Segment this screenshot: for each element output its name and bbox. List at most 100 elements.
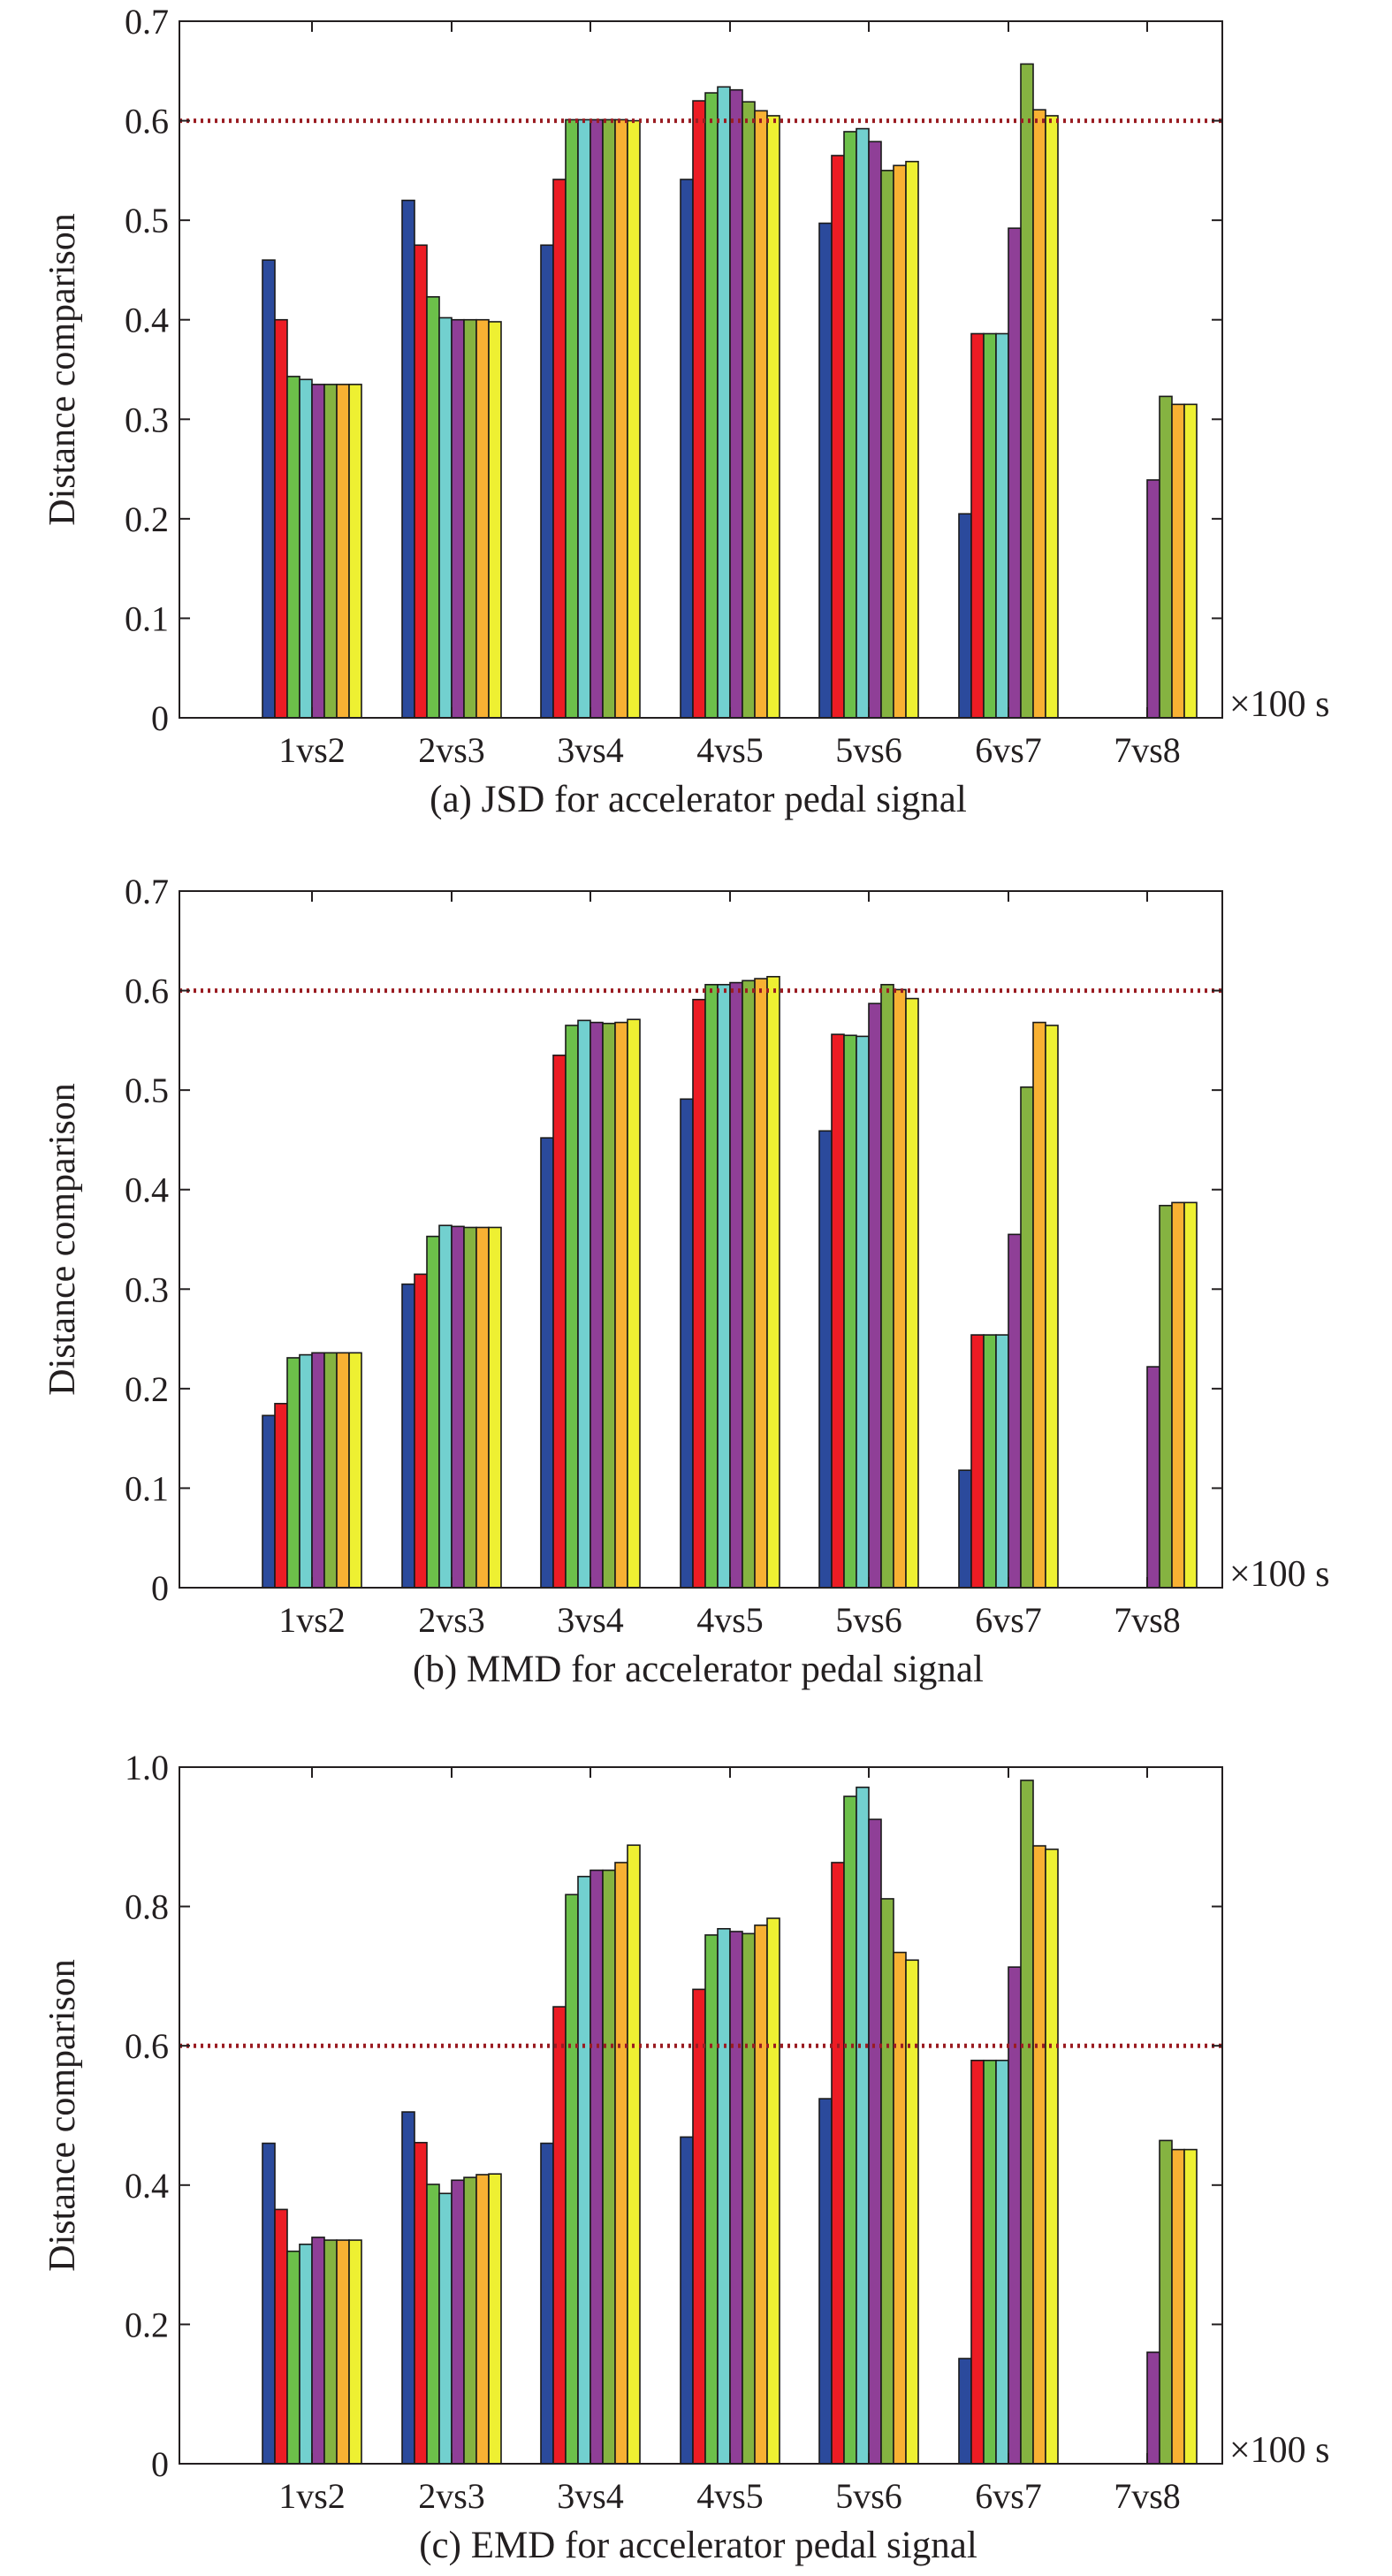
- y-tick-label: 0.7: [125, 2, 169, 42]
- bar-3vs4-1: [540, 2142, 554, 2465]
- bar-2vs3-5: [451, 1225, 465, 1589]
- x-tick-label: 7vs8: [1114, 1600, 1181, 1640]
- bar-1vs2-5: [311, 384, 325, 719]
- bar-1vs2-5: [311, 1352, 325, 1589]
- bar-4vs5-5: [729, 88, 743, 719]
- bar-2vs3-1: [401, 2111, 415, 2465]
- bar-5vs6-6: [880, 170, 894, 719]
- bar-1vs2-4: [299, 378, 313, 719]
- bar-3vs4-1: [540, 1137, 554, 1589]
- bar-3vs4-2: [552, 2006, 567, 2465]
- bar-4vs5-5: [729, 1931, 743, 2465]
- bar-5vs6-8: [905, 160, 919, 719]
- axes-box: [179, 890, 1223, 1589]
- bar-2vs3-8: [488, 321, 502, 719]
- bar-1vs2-3: [286, 376, 300, 719]
- chart-panel-1: 0 0.1 0.2 0.3 0.4 0.5 0.6 0.7 1vs2 2vs3 3vs4 4vs5 5v…: [42, 2, 1330, 820]
- bar-3vs4-7: [614, 1021, 628, 1589]
- y-tick-label: 0.8: [125, 1887, 169, 1927]
- bar-7vs8-5: [1146, 2351, 1160, 2465]
- bar-3vs4-8: [627, 1018, 641, 1589]
- bar-3vs4-6: [602, 118, 616, 719]
- bar-4vs5-3: [704, 92, 719, 719]
- panel-caption: (a) JSD for accelerator pedal signal: [430, 779, 967, 820]
- bar-6vs7-6: [1020, 1086, 1034, 1589]
- bar-4vs5-8: [766, 115, 780, 719]
- bar-5vs6-5: [868, 1818, 882, 2465]
- y-tick-label: 0.7: [125, 872, 169, 911]
- bar-1vs2-1: [262, 1414, 276, 1589]
- bar-3vs4-1: [540, 244, 554, 719]
- bar-7vs8-5: [1146, 479, 1160, 719]
- y-tick-label: 0.4: [125, 1170, 169, 1210]
- x-tick-label: 5vs6: [835, 2476, 902, 2516]
- x-tick-label: 2vs3: [418, 1600, 485, 1640]
- bar-3vs4-6: [602, 1869, 616, 2465]
- bar-5vs6-2: [831, 1033, 845, 1589]
- axes-box: [179, 20, 1223, 719]
- bar-1vs2-3: [286, 2250, 300, 2465]
- x-tick-label: 2vs3: [418, 730, 485, 770]
- bar-6vs7-6: [1020, 63, 1034, 719]
- y-tick-label: 1.0: [125, 1748, 169, 1787]
- bar-7vs8-8: [1183, 2148, 1198, 2465]
- bar-2vs3-5: [451, 318, 465, 719]
- bar-7vs8-8: [1183, 1201, 1198, 1589]
- bar-4vs5-6: [742, 1932, 756, 2465]
- bar-4vs5-1: [680, 179, 694, 719]
- bar-6vs7-3: [983, 1334, 997, 1589]
- bar-2vs3-7: [475, 1226, 490, 1589]
- bar-4vs5-7: [754, 110, 768, 719]
- bar-5vs6-3: [843, 131, 857, 719]
- bar-4vs5-6: [742, 979, 756, 1589]
- bar-2vs3-6: [463, 1226, 477, 1589]
- bar-2vs3-1: [401, 1283, 415, 1589]
- bar-2vs3-6: [463, 2176, 477, 2465]
- y-tick-label: 0.2: [125, 2305, 169, 2344]
- x-tick-label: 1vs2: [278, 1600, 346, 1640]
- x-tick-label: 3vs4: [557, 2476, 624, 2516]
- axes-box: [179, 1766, 1223, 2465]
- y-tick-label: 0: [151, 698, 169, 738]
- x-tick-label: 4vs5: [696, 2476, 764, 2516]
- bar-5vs6-1: [818, 2098, 833, 2465]
- bar-1vs2-4: [299, 2243, 313, 2465]
- bar-1vs2-4: [299, 1353, 313, 1589]
- bar-2vs3-1: [401, 199, 415, 719]
- chart-panel-3: 0 0.2 0.4 0.6 0.8 1.0 1vs2 2vs3 3vs4 4vs5 5vs6 6vs7…: [42, 1748, 1330, 2566]
- bar-6vs7-4: [995, 1334, 1009, 1589]
- bar-6vs7-4: [995, 332, 1009, 719]
- bar-2vs3-3: [426, 296, 440, 719]
- bar-7vs8-6: [1159, 395, 1173, 719]
- bar-5vs6-7: [893, 988, 907, 1589]
- x-tick-label: 6vs7: [975, 730, 1042, 770]
- bar-7vs8-7: [1171, 403, 1185, 719]
- x-unit-label: ×100 s: [1229, 1554, 1330, 1595]
- bar-7vs8-7: [1171, 2148, 1185, 2465]
- bar-3vs4-5: [590, 118, 604, 719]
- bar-6vs7-1: [958, 2358, 972, 2465]
- bar-5vs6-2: [831, 1862, 845, 2465]
- y-tick-label: 0.3: [125, 400, 169, 439]
- y-tick-label: 0.1: [125, 1468, 169, 1508]
- bar-1vs2-2: [274, 1402, 288, 1589]
- bar-5vs6-1: [818, 1130, 833, 1589]
- bar-4vs5-2: [692, 998, 706, 1589]
- bar-6vs7-8: [1045, 1025, 1059, 1589]
- bar-7vs8-6: [1159, 1204, 1173, 1589]
- y-tick-label: 0.2: [125, 499, 169, 539]
- bar-3vs4-8: [627, 119, 641, 719]
- bar-3vs4-7: [614, 118, 628, 719]
- bar-6vs7-1: [958, 1469, 972, 1589]
- y-axis-title: Distance comparison: [42, 1083, 83, 1395]
- bar-3vs4-8: [627, 1844, 641, 2465]
- x-tick-label: 3vs4: [557, 1600, 624, 1640]
- bar-5vs6-6: [880, 984, 894, 1589]
- bar-2vs3-3: [426, 2184, 440, 2465]
- bar-5vs6-7: [893, 1951, 907, 2465]
- bar-5vs6-2: [831, 155, 845, 719]
- y-tick-label: 0.6: [125, 2026, 169, 2066]
- bar-2vs3-2: [414, 1273, 428, 1589]
- x-tick-label: 6vs7: [975, 1600, 1042, 1640]
- y-tick-label: 0.2: [125, 1369, 169, 1409]
